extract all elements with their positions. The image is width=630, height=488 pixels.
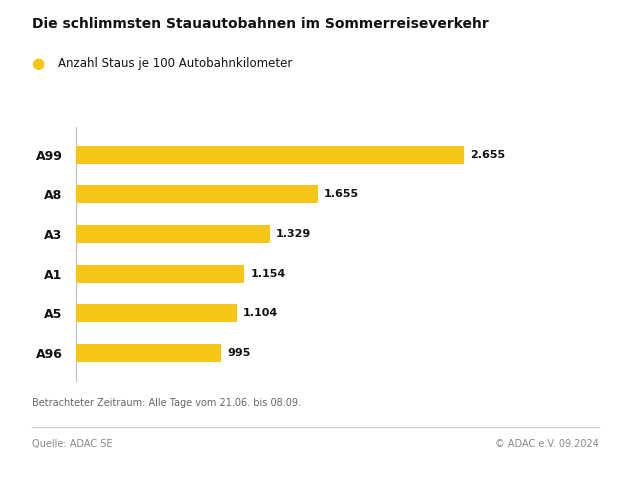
Text: Die schlimmsten Stauautobahnen im Sommerreiseverkehr: Die schlimmsten Stauautobahnen im Sommer…	[32, 17, 488, 31]
Text: 1.655: 1.655	[324, 189, 358, 199]
Text: Anzahl Staus je 100 Autobahnkilometer: Anzahl Staus je 100 Autobahnkilometer	[58, 57, 292, 70]
Text: 995: 995	[227, 348, 250, 358]
Text: 1.154: 1.154	[250, 268, 285, 279]
Bar	[76, 344, 221, 362]
Bar	[76, 264, 244, 283]
Text: 1.104: 1.104	[243, 308, 278, 318]
Bar	[76, 185, 318, 203]
Text: ●: ●	[32, 56, 45, 71]
Text: Quelle: ADAC SE: Quelle: ADAC SE	[32, 439, 112, 449]
Text: Betrachteter Zeitraum: Alle Tage vom 21.06. bis 08.09.: Betrachteter Zeitraum: Alle Tage vom 21.…	[32, 398, 301, 407]
Text: © ADAC e.V. 09.2024: © ADAC e.V. 09.2024	[495, 439, 598, 449]
Bar	[76, 225, 270, 243]
Bar	[76, 146, 464, 163]
Text: 1.329: 1.329	[276, 229, 311, 239]
Bar	[76, 305, 237, 322]
Text: 2.655: 2.655	[470, 150, 505, 160]
